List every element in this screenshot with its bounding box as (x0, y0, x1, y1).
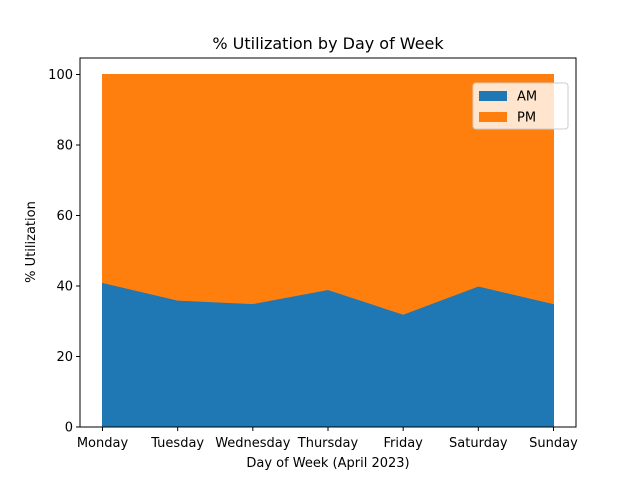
x-axis-label: Day of Week (April 2023) (246, 456, 409, 471)
y-tick-label: 60 (56, 209, 73, 224)
x-tick-label: Saturday (449, 436, 508, 451)
y-tick-label: 40 (56, 280, 73, 295)
y-tick-label: 20 (56, 350, 73, 365)
y-axis-label: % Utilization (24, 201, 39, 283)
x-tick-label: Tuesday (150, 436, 204, 451)
y-tick-label: 100 (48, 68, 73, 83)
y-tick-label: 0 (65, 421, 73, 436)
area-am (102, 281, 554, 428)
x-tick-label: Friday (383, 436, 423, 451)
legend-swatch-pm (479, 112, 507, 122)
x-tick-label: Sunday (529, 436, 578, 451)
area-pm (102, 74, 554, 315)
legend: AM PM (472, 82, 569, 130)
legend-label-am: AM (517, 90, 537, 105)
x-tick-label: Wednesday (215, 436, 291, 451)
area-layers (102, 74, 554, 428)
chart-title: % Utilization by Day of Week (212, 34, 444, 53)
legend-swatch-am (479, 91, 507, 101)
y-axis: 0 20 40 60 80 100 (48, 68, 80, 436)
x-tick-label: Monday (77, 436, 129, 451)
y-tick-label: 80 (56, 139, 73, 154)
x-tick-label: Thursday (297, 436, 359, 451)
x-axis: Monday Tuesday Wednesday Thursday Friday Satu… (77, 427, 578, 451)
legend-label-pm: PM (517, 111, 536, 126)
